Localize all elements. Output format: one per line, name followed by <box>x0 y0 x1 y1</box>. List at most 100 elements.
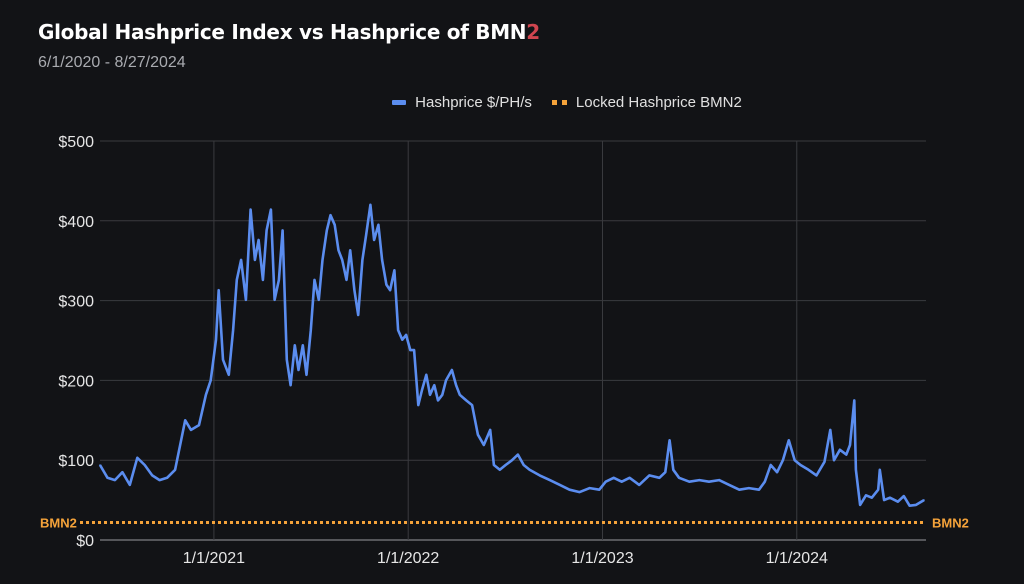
hashprice-point <box>433 384 436 386</box>
legend-item-locked[interactable]: Locked Hashprice BMN2 <box>551 94 742 111</box>
hashprice-point <box>638 484 641 486</box>
hashprice-point <box>897 500 899 503</box>
y-tick-label: $500 <box>58 134 94 151</box>
hashprice-point <box>373 239 375 241</box>
chart-subtitle: 6/1/2020 - 8/27/2024 <box>38 54 186 71</box>
hashprice-point <box>758 488 760 491</box>
hashprice-point <box>254 259 256 261</box>
hashprice-point <box>628 476 631 479</box>
hashprice-point <box>349 249 351 252</box>
hashprice-point <box>578 491 581 493</box>
x-tick-label: 1/1/2022 <box>377 550 439 567</box>
legend-item-hashprice[interactable]: Hashprice $/PH/s <box>392 94 532 111</box>
hashprice-point <box>184 419 186 422</box>
x-tick-label: 1/1/2024 <box>766 550 828 567</box>
hashprice-point <box>471 404 473 406</box>
hashprice-point <box>648 474 651 477</box>
hashprice-point <box>136 457 139 459</box>
hashprice-point <box>286 358 288 361</box>
hashprice-point <box>215 338 217 341</box>
hashprice-point <box>588 487 591 489</box>
hashprice-point <box>369 204 372 206</box>
hashprice-point <box>493 464 495 466</box>
hashprice-point <box>281 229 284 232</box>
hashprice-point <box>245 299 247 301</box>
hashprice-point <box>451 369 453 371</box>
hashprice-point <box>174 468 176 471</box>
hashprice-point <box>815 474 818 477</box>
legend-label: Hashprice $/PH/s <box>415 94 532 111</box>
hashprice-point <box>158 479 161 481</box>
hashprice-point <box>902 495 905 497</box>
hashprice-point <box>718 479 720 481</box>
locked-label-left: BMN2 <box>40 515 77 530</box>
hashprice-point <box>114 479 116 481</box>
hashprice-point <box>568 488 571 491</box>
hashprice-point <box>799 464 802 466</box>
legend: Hashprice $/PH/s Locked Hashprice BMN2 <box>0 94 1024 111</box>
hashprice-point <box>879 468 881 471</box>
hashprice-point <box>401 338 404 341</box>
hashprice-point <box>769 464 772 466</box>
hashprice-point <box>240 259 242 261</box>
hashprice-point <box>787 439 790 442</box>
x-tick-label: 1/1/2021 <box>183 550 245 567</box>
hashprice-point <box>377 223 380 226</box>
hashprice-point <box>915 504 917 506</box>
y-tick-label: $0 <box>76 533 94 550</box>
hashprice-point <box>833 459 835 462</box>
hashprice-point <box>353 289 356 292</box>
hashprice-point <box>853 399 856 402</box>
hashprice-point <box>829 429 832 431</box>
hashprice-point <box>329 214 332 217</box>
hashprice-point <box>908 504 911 507</box>
hashprice-point <box>393 269 396 272</box>
hashprice-point <box>658 476 661 479</box>
hashprice-point <box>598 488 601 491</box>
hashprice-point <box>782 459 784 462</box>
hashprice-point <box>620 480 623 483</box>
hashprice-point <box>807 468 810 471</box>
hashprice-point <box>823 460 826 463</box>
hashprice-point <box>198 424 200 426</box>
hashprice-point <box>429 393 431 396</box>
hashprice-point <box>385 283 388 286</box>
hashprice-point <box>482 444 485 446</box>
hashprice-point <box>612 476 615 479</box>
hashprice-point <box>445 379 447 382</box>
hashprice-point <box>389 289 391 292</box>
hashprice-point <box>845 453 848 456</box>
hashprice-point <box>222 358 224 361</box>
hashprice-point <box>604 480 607 483</box>
hashprice-point <box>877 488 880 491</box>
y-tick-label: $200 <box>58 373 94 390</box>
hashprice-point <box>441 393 444 396</box>
hashprice-point <box>337 249 340 252</box>
hashprice-point <box>294 344 296 347</box>
hashprice-point <box>325 229 328 232</box>
hashprice-point <box>489 429 491 431</box>
hashprice-point <box>859 504 861 506</box>
hashprice-point <box>236 279 238 281</box>
hashprice-point <box>417 404 420 406</box>
hashprice-point <box>129 484 131 486</box>
hashprice-point <box>273 299 276 301</box>
hashprice-point <box>668 439 671 442</box>
hashprice-point <box>209 379 212 382</box>
hashprice-point <box>397 329 399 331</box>
hashprice-point <box>302 344 304 347</box>
title-main: Global Hashprice Index vs Hashprice of B… <box>38 20 527 44</box>
hashprice-point <box>313 279 316 281</box>
hashprice-point <box>270 208 272 211</box>
hashprice-point <box>511 459 513 462</box>
hashprice-series-line <box>98 203 925 507</box>
hashprice-point <box>678 476 680 479</box>
hashprice-point <box>361 259 364 261</box>
hashprice-point <box>357 314 359 316</box>
hashprice-point <box>106 476 109 479</box>
y-tick-label: $400 <box>58 214 94 231</box>
hashprice-point <box>738 488 741 491</box>
hashprice-point <box>871 496 873 499</box>
hashprice-point <box>708 480 710 483</box>
